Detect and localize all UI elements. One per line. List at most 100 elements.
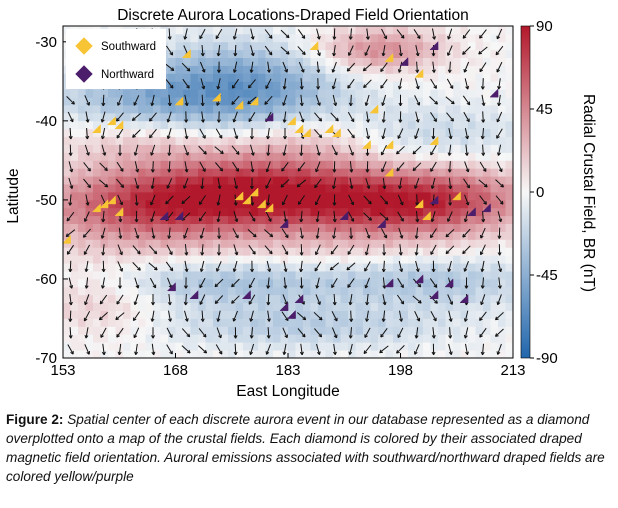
field-arrow — [68, 144, 73, 156]
heatmap-cell — [85, 152, 94, 161]
heatmap-cell — [93, 310, 101, 319]
heatmap-cell — [123, 152, 131, 161]
heatmap-cell — [318, 231, 326, 240]
field-arrow — [167, 28, 172, 40]
heatmap-cell — [310, 152, 319, 161]
heatmap-cell — [415, 286, 424, 296]
field-arrow — [447, 294, 453, 305]
heatmap-cell — [378, 231, 386, 240]
heatmap-cell — [385, 128, 394, 138]
southward-diamond — [106, 116, 116, 126]
heatmap-cell — [438, 81, 446, 90]
heatmap-cell — [423, 207, 431, 217]
heatmap-cell — [303, 144, 311, 153]
heatmap-cell — [183, 97, 191, 106]
field-arrow — [381, 45, 386, 57]
heatmap-cell — [393, 105, 401, 114]
heatmap-cell — [505, 112, 514, 122]
heatmap-cell — [340, 271, 349, 280]
heatmap-cell — [355, 41, 364, 51]
heatmap-cell — [250, 73, 259, 82]
field-arrow — [131, 112, 142, 121]
field-arrow — [249, 127, 254, 140]
heatmap-cell — [108, 215, 116, 225]
heatmap-cell — [205, 73, 214, 82]
field-arrow — [316, 78, 321, 90]
heatmap-cell — [355, 310, 364, 319]
heatmap-cell — [438, 89, 446, 98]
heatmap-cell — [93, 215, 101, 225]
heatmap-cell — [273, 199, 281, 209]
heatmap-cell — [453, 89, 461, 98]
heatmap-cell — [258, 302, 266, 311]
heatmap-cell — [378, 286, 386, 296]
heatmap-cell — [333, 97, 341, 106]
heatmap-cell — [213, 176, 221, 185]
heatmap-cell — [213, 128, 221, 138]
heatmap-cell — [205, 263, 214, 272]
heatmap-cell — [190, 176, 199, 185]
heatmap-cell — [265, 350, 274, 359]
field-arrow — [381, 260, 386, 273]
heatmap-cell — [220, 152, 229, 161]
heatmap-cell — [408, 136, 416, 145]
field-arrow — [233, 177, 239, 190]
northward-diamond — [466, 207, 476, 217]
heatmap-cell — [385, 176, 394, 185]
southward-diamond — [361, 139, 371, 149]
heatmap-cell — [93, 192, 101, 201]
heatmap-cell — [348, 136, 356, 145]
heatmap-cell — [183, 128, 191, 138]
heatmap-cell — [370, 184, 379, 193]
field-arrow — [250, 161, 255, 173]
field-arrow — [116, 128, 124, 139]
field-arrow — [215, 28, 223, 40]
field-arrow — [348, 28, 353, 40]
heatmap-cell — [415, 41, 424, 51]
field-arrow — [380, 195, 389, 205]
heatmap-cell — [490, 73, 499, 82]
heatmap-cell — [295, 120, 304, 130]
heatmap-cell — [423, 105, 431, 114]
field-arrow — [214, 295, 224, 304]
heatmap-cell — [483, 41, 491, 51]
heatmap-cell — [190, 73, 199, 82]
heatmap-cell — [130, 318, 139, 327]
field-arrow — [316, 343, 321, 355]
heatmap-cell — [138, 176, 146, 185]
field-arrow — [430, 177, 436, 189]
heatmap-cell — [303, 89, 311, 98]
heatmap-cell — [85, 215, 94, 225]
heatmap-cell — [468, 41, 476, 51]
field-arrow — [101, 244, 106, 256]
heatmap-cell — [363, 318, 371, 327]
heatmap-cell — [325, 65, 334, 74]
colorbar-tick-label: 45 — [536, 101, 553, 118]
heatmap-cell — [235, 81, 244, 90]
field-arrow — [398, 260, 404, 273]
heatmap-cell — [273, 26, 281, 35]
heatmap-cell — [243, 271, 251, 280]
heatmap-cell — [235, 271, 244, 280]
northward-diamond — [294, 294, 304, 304]
heatmap-cell — [310, 342, 319, 351]
field-arrow — [414, 244, 419, 256]
heatmap-cell — [400, 215, 409, 225]
heatmap-cell — [505, 57, 514, 66]
field-arrow — [134, 177, 140, 189]
heatmap-cell — [370, 144, 379, 153]
heatmap-cell — [190, 199, 199, 209]
heatmap-cell — [483, 239, 491, 248]
heatmap-cell — [168, 128, 176, 138]
heatmap-cell — [183, 302, 191, 311]
field-arrow — [265, 78, 272, 90]
heatmap-cell — [198, 120, 206, 130]
heatmap-cell — [340, 81, 349, 90]
heatmap-cell — [303, 176, 311, 185]
heatmap-cell — [445, 223, 454, 232]
field-arrow — [84, 260, 89, 273]
heatmap-cell — [138, 160, 146, 169]
heatmap-cell — [385, 89, 394, 98]
heatmap-cell — [265, 65, 274, 74]
heatmap-cell — [303, 342, 311, 351]
